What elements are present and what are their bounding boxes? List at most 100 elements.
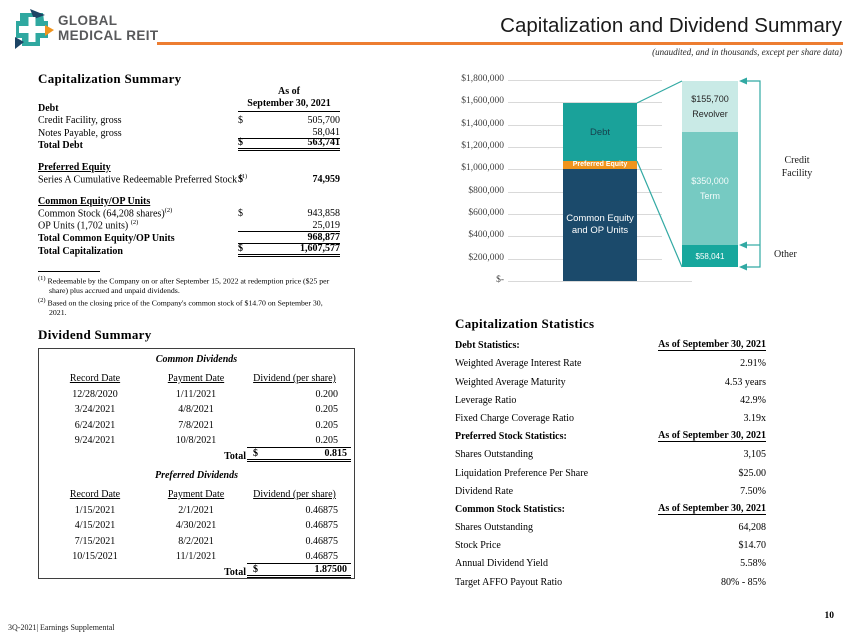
title-rule	[157, 42, 843, 45]
header-record-date: Record Date	[69, 489, 121, 500]
col-header-as-of: As of	[278, 86, 300, 97]
preferred-equity-segment-label: Preferred Equity	[572, 161, 628, 168]
page-title: Capitalization and Dividend Summary	[500, 14, 842, 37]
gridline	[508, 102, 662, 103]
revolver-segment: $155,700 Revolver	[682, 81, 738, 132]
y-axis-tick: $1,400,000	[461, 119, 504, 129]
other-segment: $58,041	[682, 245, 738, 267]
y-axis-tick: $-	[496, 275, 504, 285]
credit-facility-annotation: Credit Facility	[781, 155, 813, 179]
table-row: 10/15/2021 11/1/2021 0.46875	[72, 551, 338, 562]
table-row: Common Equity/OP Units	[38, 194, 340, 207]
cap-stats-heading: Capitalization Statistics	[455, 316, 595, 331]
currency: $	[253, 564, 258, 575]
table-row: Debt	[38, 101, 340, 114]
row-value: 968,877	[307, 232, 341, 243]
row-value: 563,741	[307, 137, 341, 148]
row-label: Notes Payable, gross	[38, 127, 122, 139]
header-dividend: Dividend (per share)	[253, 373, 336, 384]
currency: $	[238, 242, 243, 254]
row-label: Common Stock (64,208 shares)(2)	[38, 206, 173, 219]
row-value: 58,041	[312, 126, 341, 138]
table-row: 9/24/2021 10/8/2021 0.205	[74, 435, 338, 446]
common-dividends-title: Common Dividends	[155, 354, 238, 365]
section-label: Common Equity/OP Units	[38, 195, 151, 207]
currency: $	[238, 208, 243, 219]
cap-summary-column-header: As of September 30, 2021	[38, 86, 340, 112]
term-value: $350,000	[691, 175, 729, 186]
preferred-equity-segment: Preferred Equity	[563, 161, 637, 169]
table-row: Series A Cumulative Redeemable Preferred…	[38, 172, 340, 185]
logo-line-1: GLOBAL	[58, 13, 118, 28]
other-value: $58,041	[695, 251, 725, 261]
header-payment-date: Payment Date	[167, 373, 225, 384]
row-value: 25,019	[312, 219, 341, 231]
common-equity-segment: Common Equity and OP Units	[563, 169, 637, 281]
currency: $	[238, 115, 243, 126]
table-row: 6/24/2021 7/8/2021 0.205	[74, 419, 338, 431]
footnotes: (1) Redeemable by the Company on or afte…	[38, 274, 338, 319]
row-value: 943,858	[307, 208, 341, 219]
gridline	[508, 80, 662, 81]
dividend-summary-heading: Dividend Summary	[38, 327, 152, 342]
stats-row: Stock Price $14.70	[455, 540, 766, 552]
dividend-summary-box: Common Dividends Record Date Payment Dat…	[38, 348, 355, 579]
cap-summary-heading: Capitalization Summary	[38, 71, 182, 86]
row-label: Total Common Equity/OP Units	[38, 233, 175, 244]
footnote-separator	[38, 271, 100, 272]
row-value: 1,607,577	[300, 242, 340, 254]
term-label: Term	[700, 190, 720, 201]
stats-row: Annual Dividend Yield 5.58%	[455, 558, 766, 570]
company-logo-icon	[15, 9, 54, 49]
footnote-2: (2) Based on the closing price of the Co…	[38, 297, 323, 318]
y-axis-tick: $600,000	[468, 208, 504, 218]
row-label: Series A Cumulative Redeemable Preferred…	[38, 172, 248, 185]
gridline-baseline	[508, 281, 692, 282]
table-header-row: Record Date Payment Date Dividend (per s…	[39, 484, 354, 500]
page-subtitle: (unaudited, and in thousands, except per…	[652, 47, 842, 57]
table-row: Preferred Equity	[38, 160, 340, 173]
section-label: Preferred Equity	[38, 161, 111, 173]
table-row: Total Capitalization $1,607,577	[38, 242, 340, 257]
header-record-date: Record Date	[69, 373, 121, 384]
stats-row: Dividend Rate 7.50%	[455, 485, 766, 497]
y-axis-tick: $1,000,000	[461, 163, 504, 173]
currency: $	[253, 448, 258, 459]
page-number: 10	[824, 611, 835, 621]
cap-summary-table: As of September 30, 2021 Debt Credit Fac…	[38, 86, 340, 257]
debt-segment-label: Debt	[589, 126, 611, 138]
row-value: 505,700	[307, 115, 341, 126]
y-axis-tick: $1,200,000	[461, 141, 504, 151]
stats-row: Fixed Charge Coverage Ratio 3.19x	[455, 412, 766, 424]
y-axis-tick: $1,800,000	[461, 74, 504, 84]
chart-connector-lines	[636, 77, 761, 271]
row-label: Total Capitalization	[38, 245, 123, 257]
y-axis-tick: $1,600,000	[461, 96, 504, 106]
table-row: Total Common Equity/OP Units 968,877	[38, 232, 341, 244]
company-logo-text: GLOBAL MEDICAL REIT	[58, 13, 159, 43]
revolver-label: Revolver	[692, 108, 728, 119]
table-row: OP Units (1,702 units) (2) 25,019	[38, 219, 340, 232]
total-value: 0.815	[324, 448, 348, 459]
row-label: Credit Facility, gross	[38, 115, 122, 126]
table-header-row: Record Date Payment Date Dividend (per s…	[39, 368, 354, 384]
header-dividend: Dividend (per share)	[253, 489, 336, 500]
logo-line-2: MEDICAL REIT	[58, 28, 159, 43]
footnote-marker: (1)	[239, 172, 248, 180]
revolver-value: $155,700	[691, 93, 729, 104]
table-row: 7/15/2021 8/2/2021 0.46875	[74, 535, 338, 547]
other-annotation: Other	[774, 249, 797, 260]
currency: $	[238, 174, 243, 185]
header-payment-date: Payment Date	[167, 489, 225, 500]
debt-segment: Debt	[563, 103, 637, 161]
stats-row: Shares Outstanding 3,105	[455, 449, 766, 461]
y-axis-tick: $800,000	[468, 186, 504, 196]
table-row: 3/24/2021 4/8/2021 0.205	[74, 404, 338, 415]
footer-text: 3Q-2021| Earnings Supplemental	[8, 623, 115, 632]
debt-detail-bar: $155,700 Revolver $350,000 Term $58,041	[682, 81, 738, 267]
preferred-dividends-total-row: Total $1.87500	[39, 562, 354, 578]
footnote-marker: (2)	[130, 219, 139, 227]
table-row: Total Debt $563,741	[38, 137, 341, 151]
stats-row: Liquidation Preference Per Share $25.00	[455, 467, 766, 479]
table-row: 12/28/2020 1/11/2021 0.200	[72, 388, 338, 400]
